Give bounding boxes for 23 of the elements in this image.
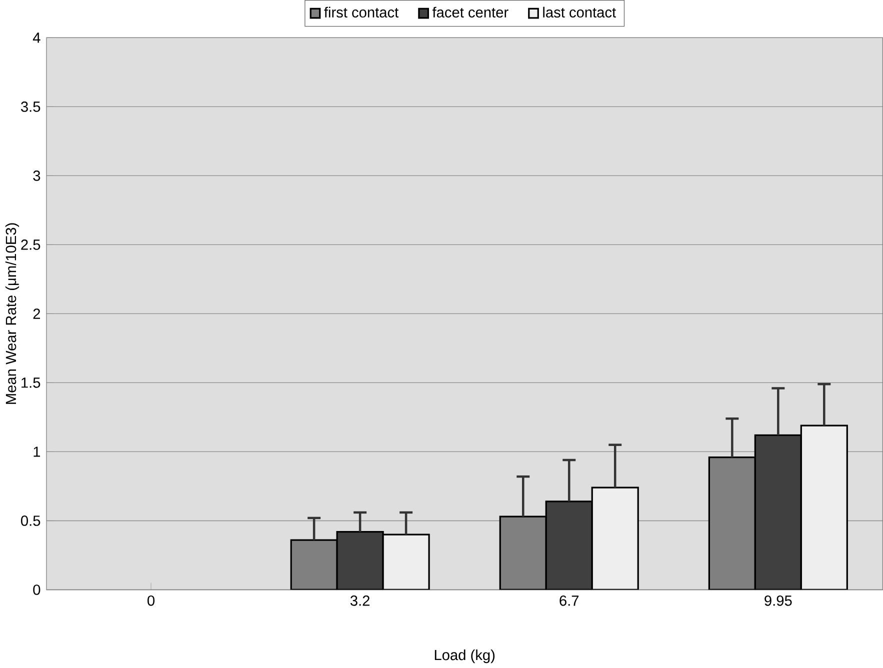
bar — [545, 500, 593, 590]
bar — [336, 530, 384, 590]
legend-label: last contact — [543, 6, 616, 18]
x-tick-label: 3.2 — [350, 595, 370, 606]
y-axis-title: Mean Wear Rate (μm/10E3) — [5, 223, 20, 404]
legend-label: facet center — [432, 6, 508, 18]
y-tick-label: 3.5 — [20, 101, 40, 112]
x-axis-title: Load (kg) — [434, 649, 495, 663]
y-tick-label: 4 — [32, 32, 40, 42]
x-tick-label: 6.7 — [560, 595, 579, 606]
legend-label: first contact — [324, 6, 399, 18]
bar — [591, 486, 639, 590]
y-tick-label: 2.5 — [21, 239, 40, 250]
y-tick-label: 1 — [34, 446, 40, 457]
y-tick-label: 3 — [33, 170, 40, 181]
bar — [382, 533, 430, 590]
y-tick-label: 1.5 — [22, 377, 40, 388]
x-tick-label: 9.95 — [764, 595, 792, 606]
y-tick-label: 0 — [33, 584, 40, 595]
y-tick-label: 2 — [33, 308, 40, 319]
x-tick-label: 0 — [148, 595, 155, 606]
bar — [754, 434, 802, 590]
y-tick-label: 0.5 — [20, 515, 40, 526]
